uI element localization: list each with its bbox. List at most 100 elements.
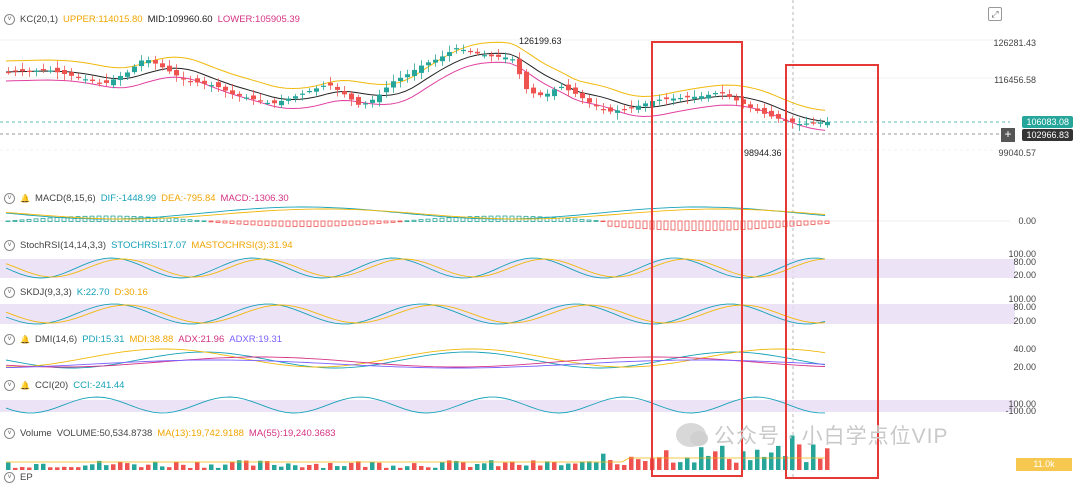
candle-body bbox=[55, 67, 60, 73]
macd-bar bbox=[747, 220, 753, 230]
macd-bar bbox=[642, 220, 648, 230]
add-alert-button[interactable]: + bbox=[1001, 128, 1015, 142]
volume-bar bbox=[587, 461, 592, 470]
volume-bar bbox=[657, 457, 662, 470]
volume-bar bbox=[699, 447, 704, 470]
chevron-down-icon[interactable]: ˅ bbox=[4, 380, 15, 391]
macd-bar bbox=[418, 219, 424, 222]
candle-body bbox=[769, 110, 774, 117]
volume-bar bbox=[643, 461, 648, 470]
kc-legend: ˅ KC(20,1) UPPER:114015.80 MID:109960.60… bbox=[4, 14, 300, 25]
macd-bar bbox=[467, 216, 473, 222]
candle-body bbox=[580, 92, 585, 99]
volume-bar bbox=[223, 464, 228, 470]
dmi-pdi-line bbox=[5, 351, 826, 369]
candle-body bbox=[342, 91, 347, 95]
candle-body bbox=[664, 97, 669, 100]
volume-bar bbox=[636, 459, 641, 470]
candle-body bbox=[398, 77, 403, 82]
volume-bar bbox=[300, 467, 305, 470]
candle-body bbox=[300, 93, 305, 95]
volume-bar bbox=[160, 466, 165, 470]
macd-bar bbox=[719, 220, 725, 231]
skdj-tick-2: 80.00 bbox=[1013, 302, 1036, 312]
candle-body bbox=[160, 63, 165, 68]
candle-body bbox=[496, 54, 501, 57]
candle-body bbox=[202, 80, 207, 84]
volume-bar bbox=[769, 452, 774, 470]
candle-body bbox=[412, 69, 417, 76]
dmi-adxr: ADXR:19.31 bbox=[229, 334, 283, 345]
volume-bar bbox=[762, 456, 767, 470]
macd-dea: DEA:-795.84 bbox=[161, 193, 216, 204]
volume-bar bbox=[608, 460, 613, 470]
peak-label: 126199.63 bbox=[519, 36, 562, 46]
kc-upper: UPPER:114015.80 bbox=[63, 14, 143, 25]
bell-icon[interactable]: 🔔 bbox=[20, 335, 30, 344]
volume-bar bbox=[552, 461, 557, 470]
volume-bar bbox=[811, 444, 816, 470]
candle-body bbox=[314, 88, 319, 92]
chevron-down-icon[interactable]: ˅ bbox=[4, 472, 15, 483]
skdj-d-line bbox=[5, 304, 826, 324]
volume-bar bbox=[461, 462, 466, 470]
candle-body bbox=[363, 103, 368, 105]
candle-body bbox=[272, 100, 277, 104]
volume-bar bbox=[104, 465, 109, 470]
chevron-down-icon[interactable]: ˅ bbox=[4, 287, 15, 298]
macd-bar bbox=[19, 219, 25, 222]
bell-icon[interactable]: 🔔 bbox=[20, 194, 30, 203]
volume-bar bbox=[111, 464, 116, 470]
volume-bar bbox=[706, 455, 711, 470]
candle-body bbox=[111, 79, 116, 86]
macd-bar bbox=[614, 220, 620, 228]
candle-body bbox=[216, 82, 221, 88]
volume-bar bbox=[314, 463, 319, 470]
macd-bar bbox=[376, 220, 382, 224]
candle-body bbox=[643, 103, 648, 107]
candle-body bbox=[104, 80, 109, 83]
macd-bar bbox=[565, 218, 571, 222]
chevron-down-icon[interactable]: ˅ bbox=[4, 14, 15, 25]
expand-icon[interactable]: ⤢ bbox=[988, 7, 1002, 21]
candle-body bbox=[755, 108, 760, 111]
dmi-pdi: PDI:15.31 bbox=[82, 334, 125, 345]
macd-bar bbox=[775, 220, 781, 228]
bell-icon[interactable]: 🔔 bbox=[20, 381, 30, 390]
chevron-down-icon[interactable]: ˅ bbox=[4, 334, 15, 345]
volume-bar bbox=[797, 444, 802, 470]
candle-body bbox=[153, 60, 158, 64]
macd-bar bbox=[327, 220, 333, 227]
chevron-down-icon[interactable]: ˅ bbox=[4, 428, 15, 439]
candle-body bbox=[440, 56, 445, 62]
candle-body bbox=[720, 92, 725, 94]
volume-bar bbox=[391, 465, 396, 470]
macd-bar bbox=[257, 220, 263, 226]
volume-value: VOLUME:50,534.8738 bbox=[56, 428, 153, 439]
macd-bar bbox=[208, 220, 214, 223]
candle-body bbox=[370, 99, 375, 103]
candle-body bbox=[482, 55, 487, 57]
chevron-down-icon[interactable]: ˅ bbox=[4, 193, 15, 204]
candle-body bbox=[797, 123, 802, 126]
macd-bar bbox=[446, 217, 452, 222]
macd-bar bbox=[341, 220, 347, 226]
candle-body bbox=[251, 95, 256, 100]
cci-title: CCI(20) bbox=[34, 380, 69, 391]
macd-bar bbox=[180, 218, 186, 222]
candle-body bbox=[209, 85, 214, 87]
candle-body bbox=[188, 81, 193, 83]
volume-bar bbox=[342, 466, 347, 470]
volume-bar bbox=[272, 464, 277, 470]
volume-bar bbox=[76, 467, 81, 470]
volume-bar bbox=[377, 462, 382, 470]
volume-bar bbox=[664, 450, 669, 470]
candle-body bbox=[629, 107, 634, 109]
candle-body bbox=[391, 81, 396, 88]
chevron-down-icon[interactable]: ˅ bbox=[4, 240, 15, 251]
volume-bar bbox=[188, 467, 193, 470]
volume-bar bbox=[475, 463, 480, 470]
macd-bar bbox=[593, 220, 599, 222]
volume-bar bbox=[727, 459, 732, 470]
macd-bar bbox=[173, 218, 179, 222]
